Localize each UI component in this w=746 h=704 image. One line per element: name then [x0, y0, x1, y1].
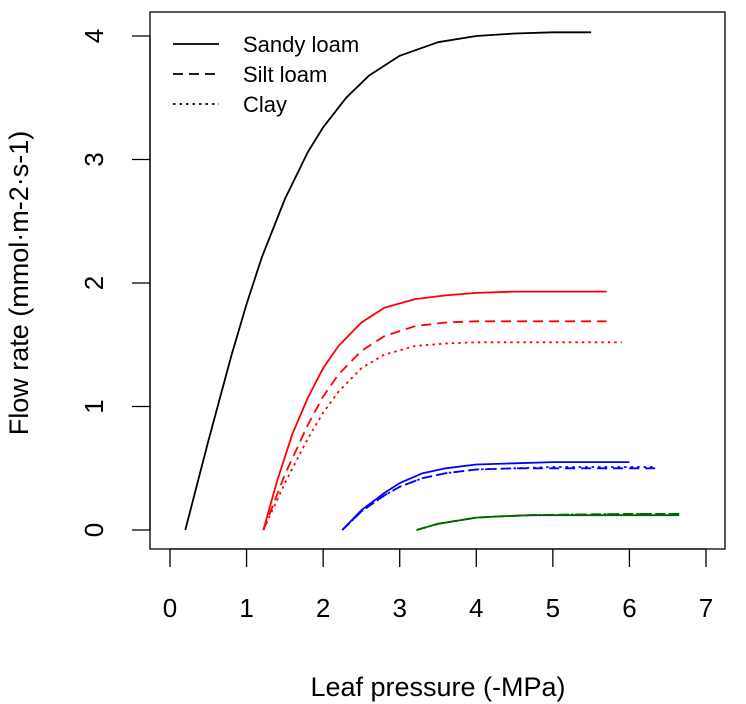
- y-axis-title: Flow rate (mmol·m-2·s-1): [4, 131, 34, 436]
- legend-label: Silt loam: [243, 62, 327, 87]
- series-line-8: [416, 514, 680, 531]
- y-tick-label: 1: [79, 399, 109, 413]
- x-tick-label: 5: [546, 593, 560, 623]
- series-line-2: [262, 290, 607, 531]
- y-axis: 0 1 2 3 4: [79, 29, 151, 537]
- series-line-3: [262, 320, 607, 531]
- x-tick-label: 1: [239, 593, 253, 623]
- x-tick-label: 4: [469, 593, 483, 623]
- x-axis: 0 1 2 3 4 5 6 7: [163, 548, 713, 623]
- x-tick-label: 0: [163, 593, 177, 623]
- series-line-7: [341, 466, 657, 531]
- legend-label: Sandy loam: [243, 32, 359, 57]
- series-line-6: [341, 467, 657, 531]
- x-tick-label: 7: [699, 593, 713, 623]
- x-axis-title: Leaf pressure (-MPa): [310, 672, 565, 702]
- x-tick-label: 6: [622, 593, 636, 623]
- legend: Sandy loam Silt loam Clay: [173, 32, 359, 117]
- series-line-9: [416, 513, 680, 531]
- series-line-4: [262, 341, 622, 531]
- x-tick-label: 2: [316, 593, 330, 623]
- y-tick-label: 2: [79, 276, 109, 290]
- legend-label: Clay: [243, 92, 287, 117]
- y-tick-label: 4: [79, 29, 109, 43]
- y-tick-label: 3: [79, 152, 109, 166]
- x-tick-label: 3: [392, 593, 406, 623]
- series-layer: [184, 31, 680, 531]
- series-line-10: [416, 513, 680, 531]
- y-tick-label: 0: [79, 523, 109, 537]
- series-line-5: [341, 461, 630, 531]
- series-line-1: [184, 31, 592, 531]
